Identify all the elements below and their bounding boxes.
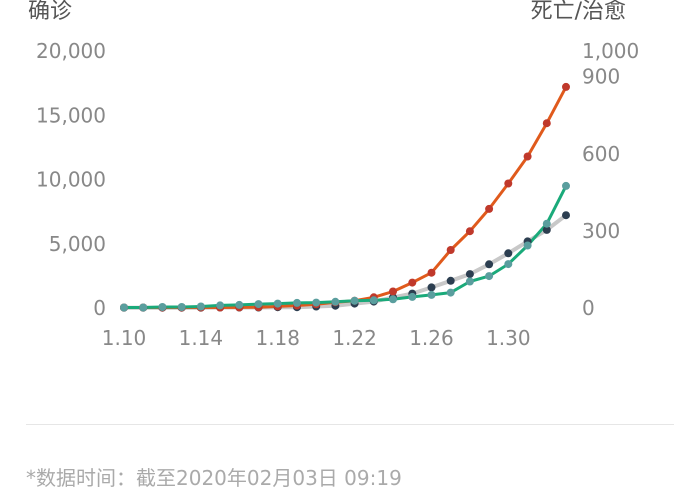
series-2-point — [177, 303, 186, 311]
right-tick-label: 600 — [582, 142, 620, 166]
series-2-point — [542, 219, 551, 228]
series-0-point — [389, 287, 397, 296]
x-tick-label: 1.18 — [255, 326, 300, 350]
series-0-point — [446, 246, 455, 254]
series-0-point — [485, 204, 494, 213]
left-tick-label: 5,000 — [49, 232, 106, 256]
series-2-point — [465, 277, 474, 286]
series-2-point — [216, 301, 225, 310]
series-2-point — [235, 300, 244, 309]
series-0-point — [408, 278, 417, 287]
series-1-point — [427, 283, 436, 292]
series-line-1 — [122, 213, 568, 310]
series-2-point — [504, 260, 513, 269]
series-2-point — [485, 272, 494, 281]
right-axis-title: 死亡/治愈 — [531, 0, 626, 24]
right-tick-label: 900 — [582, 65, 620, 89]
series-2-point — [196, 302, 205, 311]
x-tick-label: 1.26 — [409, 326, 454, 350]
left-tick-label: 10,000 — [36, 168, 106, 192]
series-0-point — [427, 268, 436, 277]
right-tick-label: 0 — [582, 296, 595, 320]
left-axis-ticks: 0 5,000 10,000 15,000 20,000 — [36, 39, 106, 320]
series-0-point — [523, 152, 532, 161]
right-tick-label: 300 — [582, 219, 620, 243]
x-tick-label: 1.22 — [332, 326, 377, 350]
right-tick-label: 1,000 — [582, 39, 639, 63]
series-1-point — [446, 276, 455, 285]
left-axis-title: 确诊 — [28, 0, 72, 24]
series-0-point — [465, 227, 474, 236]
series-1-point — [485, 260, 494, 269]
x-tick-label: 1.10 — [102, 326, 147, 350]
x-axis-ticks: 1.10 1.14 1.18 1.22 1.26 1.30 — [102, 326, 531, 350]
series-2-point — [350, 296, 359, 305]
series-2-point — [254, 300, 263, 309]
series-1-point — [465, 270, 474, 279]
x-tick-label: 1.30 — [486, 326, 531, 350]
series-2-point — [158, 303, 167, 311]
series-1-point — [562, 211, 570, 220]
series-2-point — [369, 296, 378, 305]
series-2-point — [523, 241, 532, 250]
series-2-point — [427, 290, 436, 299]
series-2-point — [120, 303, 128, 312]
x-tick-label: 1.14 — [179, 326, 224, 350]
left-tick-label: 20,000 — [36, 39, 106, 63]
series-layer — [120, 82, 570, 312]
series-2-point — [408, 292, 417, 301]
left-tick-label: 0 — [93, 296, 106, 320]
footer-divider — [26, 424, 674, 425]
data-timestamp-note: *数据时间：截至2020年02月03日 09:19 — [26, 466, 402, 490]
series-0-point — [562, 82, 570, 91]
series-2-point — [446, 288, 455, 297]
series-2-point — [312, 298, 321, 307]
left-tick-label: 15,000 — [36, 103, 106, 127]
epidemic-trend-chart: 确诊 死亡/治愈 0 5,000 10,000 15,000 20,000 0 300 60… — [28, 0, 639, 350]
series-2-point — [293, 298, 301, 307]
series-2-point — [331, 297, 340, 306]
series-0-point — [504, 179, 513, 188]
series-2-point — [273, 299, 282, 308]
series-2-point — [389, 295, 397, 304]
series-line-0 — [122, 85, 568, 309]
series-0-point — [542, 119, 551, 128]
series-2-point — [562, 181, 570, 190]
series-1-point — [542, 225, 551, 234]
series-line-2 — [122, 184, 568, 309]
series-2-point — [139, 303, 148, 312]
series-1-point — [504, 249, 513, 258]
